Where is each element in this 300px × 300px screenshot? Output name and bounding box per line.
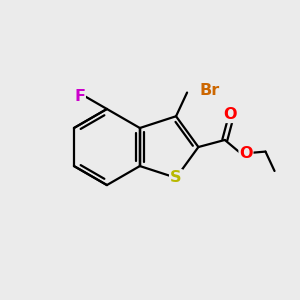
Text: O: O [224,107,237,122]
Text: Br: Br [200,83,220,98]
Text: F: F [74,89,85,104]
Text: S: S [170,170,182,185]
Text: O: O [239,146,253,161]
